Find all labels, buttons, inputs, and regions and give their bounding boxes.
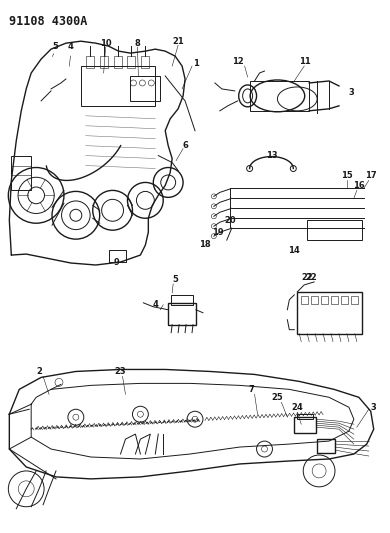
Bar <box>100 56 108 68</box>
Bar <box>171 295 193 305</box>
Text: 3: 3 <box>371 403 377 412</box>
Bar <box>341 296 348 304</box>
Bar <box>307 220 362 240</box>
Bar <box>297 414 313 419</box>
Bar <box>317 439 335 453</box>
Bar <box>351 296 358 304</box>
Text: 11: 11 <box>300 56 311 66</box>
Text: 7: 7 <box>249 385 254 394</box>
Text: 15: 15 <box>341 171 353 180</box>
Text: 24: 24 <box>291 403 303 412</box>
Text: 19: 19 <box>212 228 223 237</box>
Bar <box>301 296 308 304</box>
Bar <box>168 303 196 325</box>
Bar <box>294 417 316 433</box>
Bar <box>81 66 155 106</box>
Bar <box>297 292 362 334</box>
Text: 4: 4 <box>68 42 74 51</box>
Text: 12: 12 <box>232 56 244 66</box>
Text: 5: 5 <box>52 42 58 51</box>
Bar <box>131 76 160 101</box>
Bar <box>113 56 122 68</box>
Text: 25: 25 <box>271 393 283 402</box>
Text: 20: 20 <box>224 216 236 225</box>
Text: 1: 1 <box>193 59 199 68</box>
Text: 5: 5 <box>172 276 178 285</box>
Text: 2: 2 <box>36 367 42 376</box>
Text: 18: 18 <box>199 240 211 248</box>
Bar <box>331 296 338 304</box>
Bar <box>11 156 31 190</box>
Bar <box>142 56 149 68</box>
Text: 23: 23 <box>115 367 126 376</box>
Bar <box>86 56 94 68</box>
Text: 21: 21 <box>172 37 184 46</box>
Text: 10: 10 <box>100 39 112 47</box>
Text: 14: 14 <box>289 246 300 255</box>
Text: 91108 4300A: 91108 4300A <box>9 15 88 28</box>
Text: 9: 9 <box>114 257 119 266</box>
Bar <box>250 81 309 111</box>
Text: 6: 6 <box>182 141 188 150</box>
Bar <box>109 250 126 262</box>
Text: 22: 22 <box>305 273 317 282</box>
Text: 8: 8 <box>135 39 140 47</box>
Text: 4: 4 <box>152 300 158 309</box>
Text: 22: 22 <box>301 273 313 282</box>
Text: 17: 17 <box>365 171 377 180</box>
Bar <box>311 296 318 304</box>
Text: 16: 16 <box>353 181 365 190</box>
Text: 3: 3 <box>348 88 354 98</box>
Bar <box>128 56 135 68</box>
Text: 13: 13 <box>266 151 277 160</box>
Bar <box>321 296 328 304</box>
